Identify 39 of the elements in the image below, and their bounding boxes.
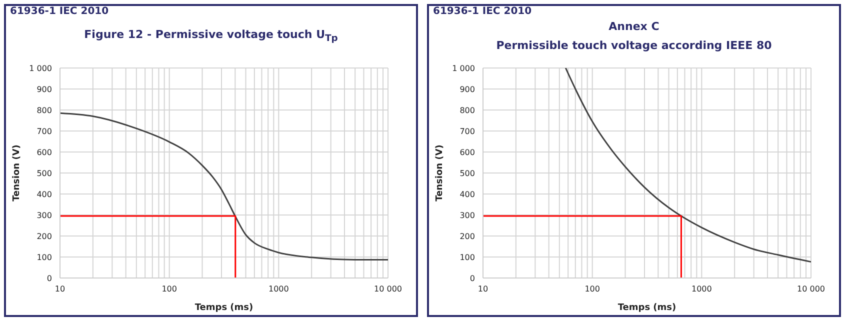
x-tick-label: 100 bbox=[584, 284, 600, 294]
y-tick-label: 800 bbox=[460, 106, 475, 115]
y-tick-label: 900 bbox=[460, 84, 475, 94]
y-tick-label: 300 bbox=[460, 210, 475, 220]
y-tick-label: 200 bbox=[36, 232, 52, 241]
text: 61936-1 IEC 2010 bbox=[10, 6, 109, 17]
y-tick-label: 400 bbox=[36, 190, 52, 199]
x-tick-label: 10 000 bbox=[797, 284, 825, 294]
y-tick-label: 300 bbox=[36, 210, 52, 220]
x-tick-label: 10 000 bbox=[374, 284, 402, 294]
x-tick-label: 1000 bbox=[268, 284, 289, 294]
chart-subtitle: Permissible touch voltage according IEEE 80 bbox=[495, 39, 773, 52]
y-tick-label: 0 bbox=[470, 274, 475, 283]
y-tick-label: 800 bbox=[36, 106, 52, 115]
x-tick-label: 100 bbox=[162, 284, 177, 294]
x-axis-title: Temps (ms) bbox=[618, 303, 676, 313]
y-tick-label: 500 bbox=[460, 168, 475, 178]
y-tick-label: 600 bbox=[36, 148, 52, 157]
chart-title: Figure 12 - Permissive voltage touch U$_{Tp}$ bbox=[83, 28, 339, 44]
y-tick-label: 1 000 bbox=[452, 64, 475, 73]
x-tick-label: 1000 bbox=[691, 284, 712, 294]
y-tick-label: 700 bbox=[36, 126, 52, 136]
y-tick-label: 600 bbox=[460, 148, 475, 157]
y-tick-label: 100 bbox=[36, 252, 52, 262]
y-tick-label: 400 bbox=[460, 190, 475, 199]
y-tick-label: 100 bbox=[460, 252, 475, 262]
x-tick-label: 10 bbox=[478, 284, 488, 294]
x-axis-title: Temps (ms) bbox=[194, 303, 254, 313]
text: 61936-1 IEC 2010 bbox=[433, 6, 532, 17]
y-tick-label: 500 bbox=[36, 168, 52, 178]
chart-title: Annex C bbox=[608, 20, 660, 33]
x-tick-label: 10 bbox=[54, 284, 66, 294]
y-tick-label: 700 bbox=[460, 126, 475, 136]
y-tick-label: 0 bbox=[46, 274, 52, 283]
y-axis-title: Tension (V) bbox=[435, 144, 446, 202]
y-tick-label: 1 000 bbox=[29, 64, 52, 73]
y-axis-title: Tension (V) bbox=[12, 144, 22, 202]
y-tick-label: 900 bbox=[36, 84, 52, 94]
y-tick-label: 200 bbox=[460, 232, 475, 241]
